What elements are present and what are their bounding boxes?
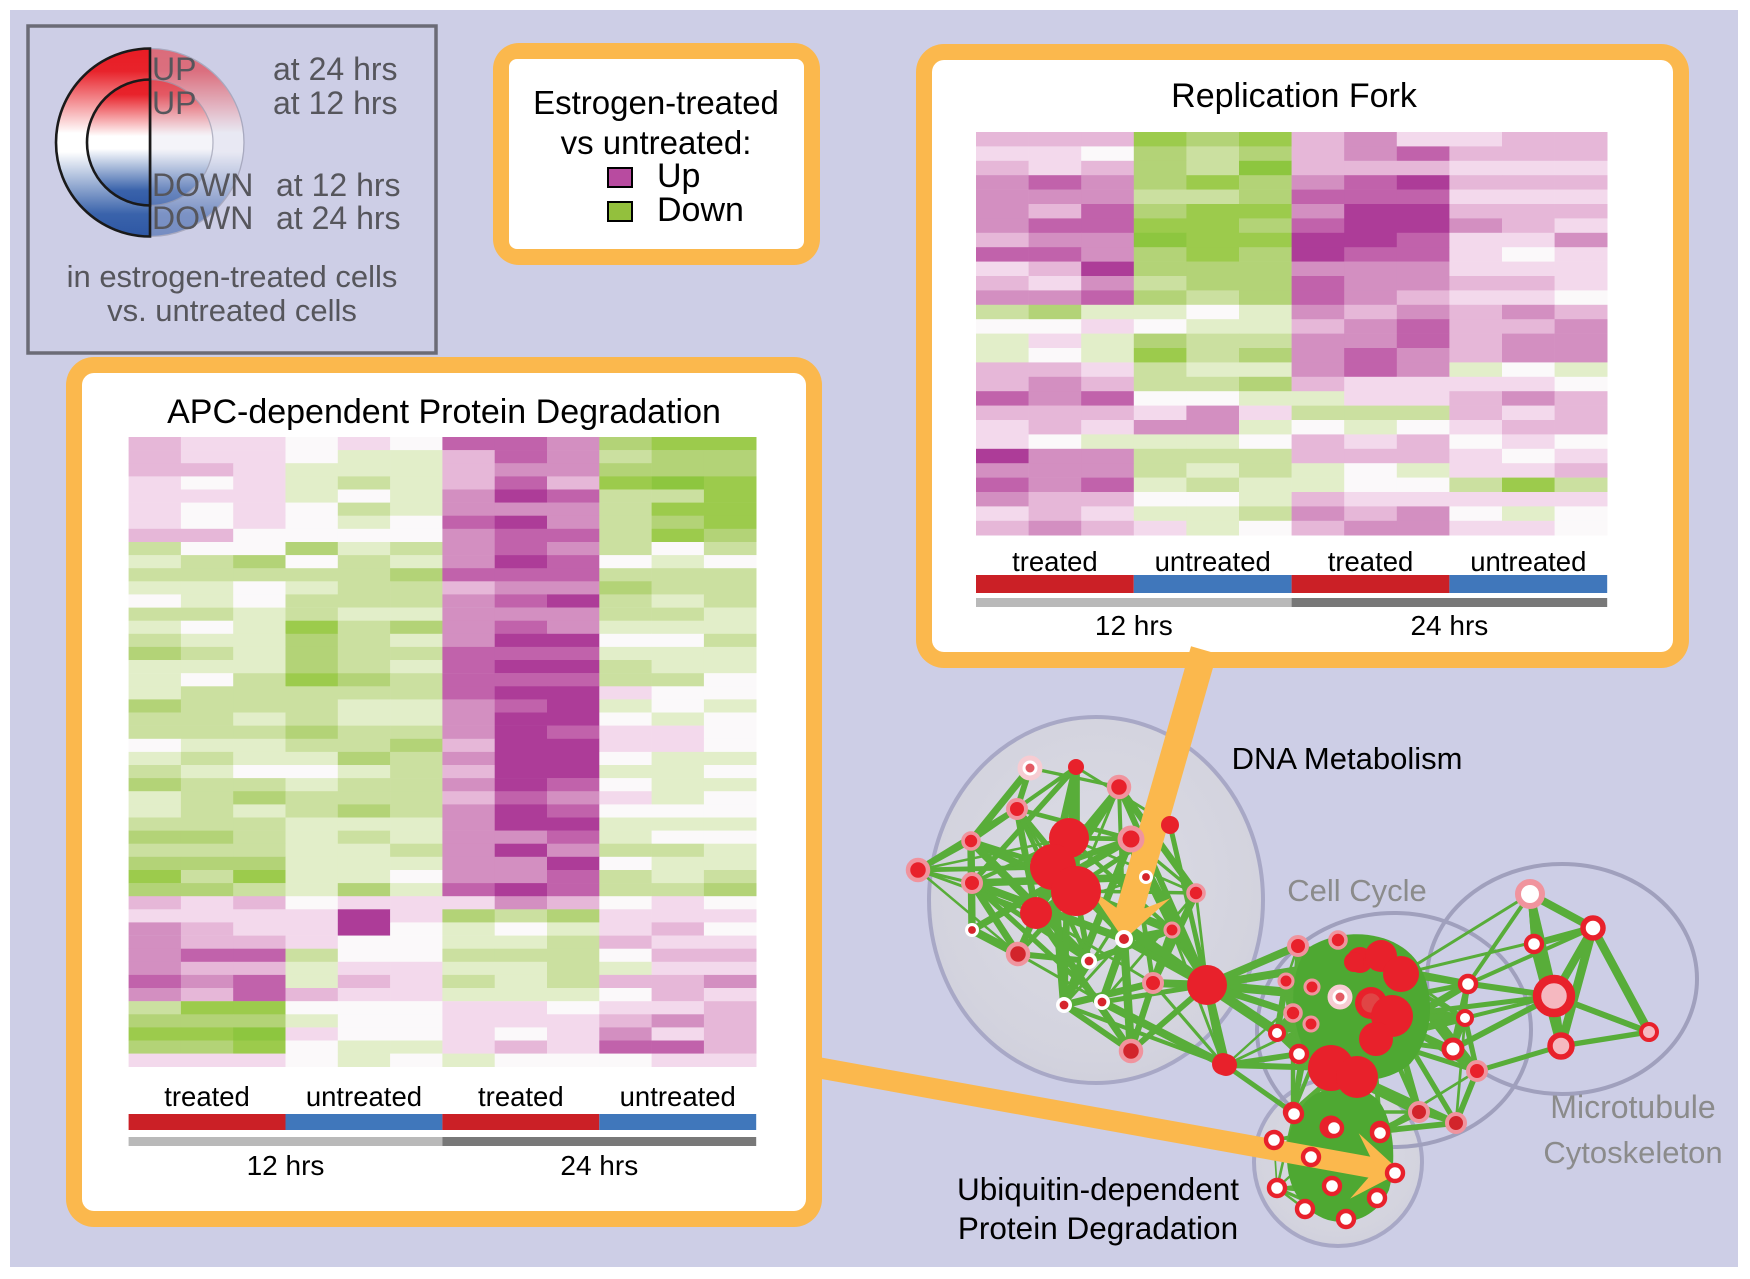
svg-text:treated: treated bbox=[164, 1081, 250, 1112]
svg-text:vs. untreated cells: vs. untreated cells bbox=[107, 293, 357, 328]
svg-text:Protein Degradation: Protein Degradation bbox=[958, 1210, 1238, 1246]
svg-text:24 hrs: 24 hrs bbox=[560, 1150, 638, 1181]
svg-text:Up: Up bbox=[657, 157, 700, 195]
svg-text:at 12 hrs: at 12 hrs bbox=[276, 167, 401, 203]
svg-text:untreated: untreated bbox=[620, 1081, 736, 1112]
svg-text:Down: Down bbox=[657, 191, 744, 229]
svg-text:12 hrs: 12 hrs bbox=[247, 1150, 325, 1181]
svg-text:Ubiquitin-dependent: Ubiquitin-dependent bbox=[957, 1171, 1239, 1207]
svg-text:24 hrs: 24 hrs bbox=[1410, 610, 1488, 641]
svg-text:DNA Metabolism: DNA Metabolism bbox=[1232, 741, 1463, 776]
svg-text:treated: treated bbox=[478, 1081, 564, 1112]
svg-text:Estrogen-treated: Estrogen-treated bbox=[533, 84, 779, 121]
svg-text:untreated: untreated bbox=[306, 1081, 422, 1112]
svg-text:Cytoskeleton: Cytoskeleton bbox=[1543, 1135, 1722, 1170]
svg-text:vs untreated:: vs untreated: bbox=[561, 124, 752, 161]
svg-text:DOWN: DOWN bbox=[152, 167, 253, 203]
svg-text:DOWN: DOWN bbox=[152, 200, 253, 236]
svg-text:UP: UP bbox=[152, 51, 196, 87]
svg-text:Replication Fork: Replication Fork bbox=[1171, 77, 1418, 115]
svg-text:APC-dependent Protein Degradat: APC-dependent Protein Degradation bbox=[167, 393, 721, 431]
svg-text:at 24 hrs: at 24 hrs bbox=[273, 51, 398, 87]
svg-text:untreated: untreated bbox=[1155, 546, 1271, 577]
svg-text:treated: treated bbox=[1012, 546, 1098, 577]
svg-text:at 24 hrs: at 24 hrs bbox=[276, 200, 401, 236]
svg-text:in estrogen-treated cells: in estrogen-treated cells bbox=[67, 259, 398, 294]
svg-text:12 hrs: 12 hrs bbox=[1095, 610, 1173, 641]
svg-text:Microtubule: Microtubule bbox=[1550, 1089, 1715, 1125]
svg-text:treated: treated bbox=[1328, 546, 1414, 577]
svg-text:at 12 hrs: at 12 hrs bbox=[273, 85, 398, 121]
svg-text:UP: UP bbox=[152, 85, 196, 121]
svg-text:untreated: untreated bbox=[1470, 546, 1586, 577]
svg-text:Cell Cycle: Cell Cycle bbox=[1287, 873, 1427, 908]
